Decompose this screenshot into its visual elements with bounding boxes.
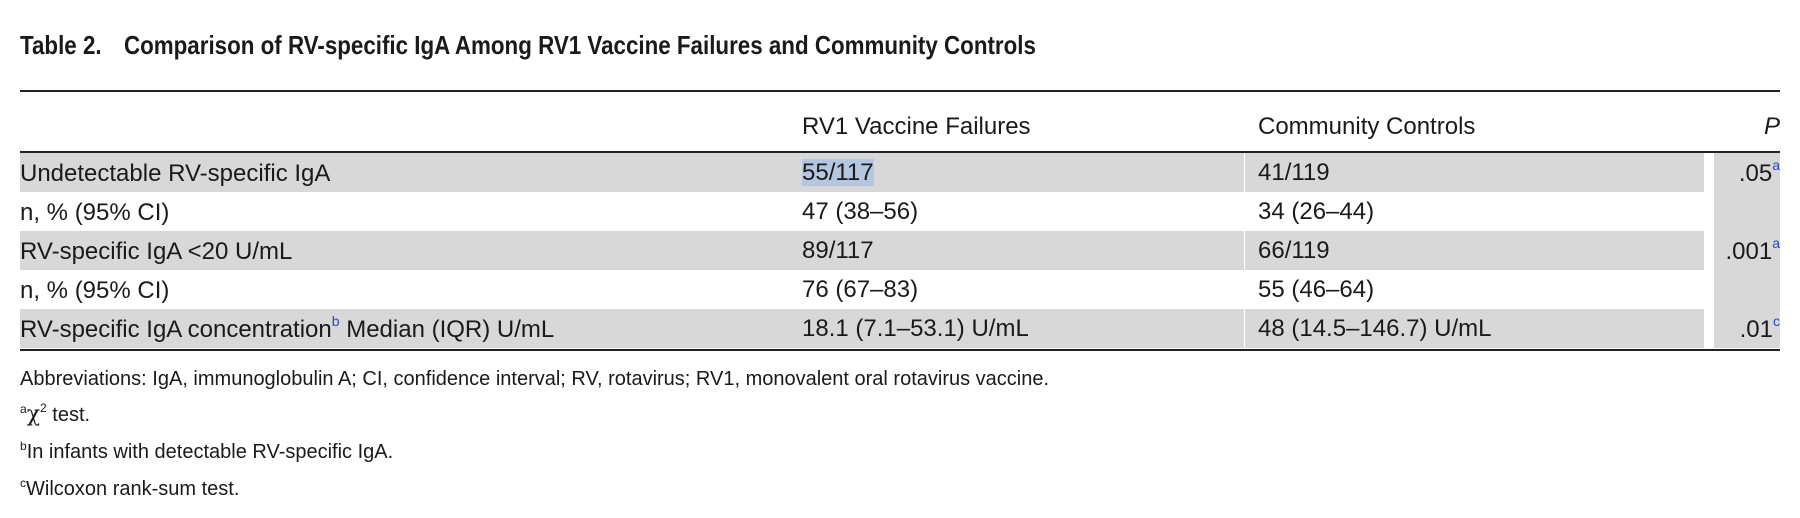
row-shade [20,231,1704,270]
cell-community-controls: 48 (14.5–146.7) U/mL [1258,315,1492,342]
row-label: n, % (95% CI) [20,276,169,305]
cell-community-controls: 41/119 [1258,159,1330,186]
p-cell-shade [1714,270,1780,309]
chi-symbol: χ [26,402,41,427]
table-row: RV-specific IgA <20 U/mL 89/117 66/119 .001… [20,231,1780,270]
table-row: Undetectable RV-specific IgA 55/117 41/119… [20,153,1780,192]
p-value-text: .05 [1738,160,1773,187]
p-value-text: .01 [1739,316,1773,343]
footnote-b: bIn infants with detectable RV-specific … [20,435,1049,472]
table-header: RV1 Vaccine Failures Community Controls … [20,91,1780,151]
table-row: RV-specific IgA concentrationb Median (I… [20,309,1780,348]
footnote-c: cWilcoxon rank-sum test. [20,472,1049,509]
cell-vaccine-failures-value: 89/117 [802,237,874,264]
cell-vaccine-failures: 18.1 (7.1–53.1) U/mL [802,315,1029,343]
table-caption: Table 2. Comparison of RV-specific IgA Am… [20,30,1036,61]
footnote-abbreviations: Abbreviations: IgA, immunoglobulin A; CI… [20,368,1050,390]
footnote-a-marker: a [20,402,27,416]
cell-p-value: .001a [1725,235,1780,266]
bottom-rule [20,349,1780,351]
table-title: Comparison of RV-specific IgA Among RV1 … [123,30,1036,60]
p-value-footnote-marker[interactable]: c [1773,313,1780,329]
row-label-text: n, % (95% CI) [20,199,170,226]
table-label: Table 2. [20,30,102,60]
p-cell-shade [1714,153,1780,192]
p-value-text: .001 [1725,238,1773,265]
table-row: n, % (95% CI) 47 (38–56) 34 (26–44) [20,192,1780,231]
table-footnotes: Abbreviations: IgA, immunoglobulin A; CI… [20,362,1049,509]
cell-community-controls: 66/119 [1258,237,1330,264]
row-label: Undetectable RV-specific IgA [20,159,330,188]
column-separator [1244,309,1245,348]
cell-vaccine-failures-value: 76 (67–83) [802,276,919,303]
row-label: n, % (95% CI) [20,198,169,227]
cell-vaccine-failures-value: 47 (38–56) [802,198,919,225]
header-vaccine-failures: RV1 Vaccine Failures [802,113,1031,140]
row-label-text: RV-specific IgA concentration [20,316,332,343]
cell-vaccine-failures: 89/117 [802,237,874,265]
footnote-a-text: test. [46,404,91,426]
cell-vaccine-failures-value: 55/117 [802,159,874,186]
chi-exponent: 2 [40,401,47,415]
column-separator [1244,231,1245,270]
cell-vaccine-failures: 55/117 [802,159,874,187]
cell-vaccine-failures-value: 18.1 (7.1–53.1) U/mL [802,315,1029,342]
column-separator [1244,153,1245,192]
table-row: n, % (95% CI) 76 (67–83) 55 (46–64) [20,270,1780,309]
row-label: RV-specific IgA concentrationb Median (I… [20,313,555,344]
p-value-footnote-marker[interactable]: a [1772,157,1780,173]
cell-community-controls: 34 (26–44) [1258,198,1375,225]
top-rule [20,90,1780,92]
p-cell-shade [1714,231,1780,270]
header-community-controls: Community Controls [1258,113,1476,140]
footnote-a: aχ2 test. [20,397,1049,435]
row-label-footnote-marker[interactable]: b [331,313,340,329]
footnote-c-text: Wilcoxon rank-sum test. [26,478,240,500]
row-label-suffix: Median (IQR) U/mL [339,316,555,343]
row-shade [20,309,1704,348]
footnote-b-marker: b [20,439,27,453]
cell-p-value: .05a [1738,157,1780,188]
row-label-text: n, % (95% CI) [20,277,170,304]
footnote-c-marker: c [20,476,26,490]
cell-vaccine-failures: 47 (38–56) [802,198,918,226]
row-label-text: Undetectable RV-specific IgA [20,160,331,187]
p-value-footnote-marker[interactable]: a [1772,235,1780,251]
header-rule [20,151,1780,153]
header-p-value: P [1763,113,1780,140]
row-label: RV-specific IgA <20 U/mL [20,237,292,266]
p-cell-shade [1714,309,1780,348]
footnote-b-text: In infants with detectable RV-specific I… [26,441,394,463]
cell-community-controls: 55 (46–64) [1258,276,1375,303]
p-cell-shade [1714,192,1780,231]
row-label-text: RV-specific IgA <20 U/mL [20,238,293,265]
cell-vaccine-failures: 76 (67–83) [802,276,918,304]
table-body: Undetectable RV-specific IgA 55/117 41/119… [20,153,1780,348]
cell-p-value: .01c [1739,313,1780,344]
